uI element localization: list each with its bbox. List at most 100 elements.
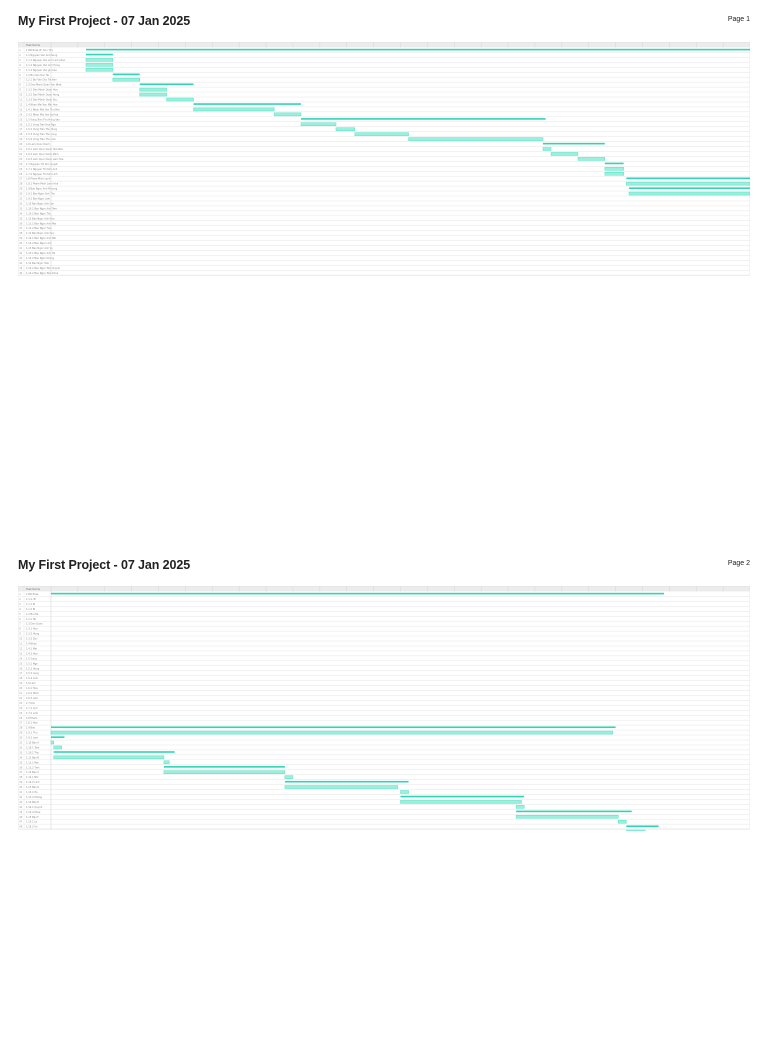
task-name: 1.15.1 Le (26, 821, 38, 824)
summary-bar (163, 766, 285, 768)
row-id: 19 (19, 138, 23, 141)
row-id: 19 (19, 682, 23, 685)
task-name: 1.3.2 Dao Manh Quan Hung (26, 94, 60, 97)
task-name: 1.7.1 Anh (26, 707, 38, 710)
task-bar (515, 805, 525, 809)
row-id: 22 (19, 697, 23, 700)
task-name: 1.11 Bao B (26, 756, 39, 759)
row-id: 16 (19, 123, 23, 126)
row-id: 13 (19, 108, 23, 111)
row-id: 21 (19, 692, 23, 695)
row-id: 7 (19, 623, 21, 626)
row-id: 18 (19, 677, 23, 680)
task-name: 1.4.2 Nhan Mai Van Le Hoa (26, 113, 59, 116)
task-name: 1.1.1 Bi (26, 603, 35, 606)
row-id: 38 (19, 776, 23, 779)
row-id: 35 (19, 761, 23, 764)
row-id: 4 (19, 64, 21, 67)
summary-bar (626, 825, 659, 828)
row-id: 1 (19, 49, 21, 52)
task-name: 1.6 Lam (26, 682, 36, 685)
task-name: 1.10 Bao A (26, 742, 39, 745)
task-name: 1.5.2 Vung Tran Thu Hung (26, 128, 58, 131)
row-id: 43 (19, 257, 23, 260)
row-id: 1 (19, 593, 21, 596)
summary-bar (629, 187, 750, 189)
task-name: 1.5.4 Vung Tran Thu Linh (26, 138, 56, 141)
task-bar (335, 127, 356, 131)
row-id: 47 (19, 821, 23, 824)
task-bar (515, 815, 619, 819)
row-id: 26 (19, 173, 23, 176)
task-name: 1.3.3 Duc (26, 638, 38, 641)
timeline-header (18, 586, 750, 592)
row-id: 9 (19, 633, 21, 636)
task-bar (163, 770, 286, 774)
summary-bar (85, 53, 113, 56)
task-name: 1.12 Bao C (26, 771, 39, 774)
task-bar (53, 745, 63, 750)
summary-bar (516, 810, 632, 813)
row-id: 14 (19, 657, 23, 660)
task-name: 1.8 Pham Minh Lanh (26, 178, 51, 181)
task-bar (400, 800, 522, 804)
row-id: 11 (19, 99, 23, 102)
task-name: 1.14.2 Khoa (26, 811, 41, 814)
row-id: 35 (19, 217, 23, 220)
row-id: 41 (19, 791, 23, 794)
row-id: 15 (19, 118, 23, 121)
task-name: 1.1.2 Bi (26, 608, 35, 611)
row-id: 46 (19, 272, 23, 275)
task-bar (618, 819, 627, 824)
summary-bar (193, 103, 302, 105)
row-id: 26 (19, 717, 23, 720)
row-id: 10 (19, 94, 23, 97)
summary-bar (284, 780, 409, 783)
task-name: 1 Bill Rose (26, 593, 39, 596)
row-id: 14 (19, 113, 23, 116)
task-name: 1.9.1 Thu (26, 732, 38, 735)
summary-bar (53, 751, 175, 753)
row-id: 45 (19, 267, 23, 270)
task-bar (166, 97, 194, 102)
task-name: 1.5 Vung (26, 657, 37, 660)
task-bar (550, 152, 579, 156)
task-name: 1.9.1 Bao Ngoc Anh Thu (26, 193, 55, 196)
row-id: 37 (19, 227, 23, 230)
task-name: 1.9 Bao (26, 727, 36, 730)
task-name: 1.15.2 Vu (26, 826, 38, 829)
row-id: 31 (19, 742, 23, 745)
task-name: 1.7 Kim (26, 702, 36, 705)
task-name: 1.1.3 Nguyen Van gia bao (26, 69, 57, 72)
task-name: 1.11 Bao Ngoc Anh Hoa (26, 217, 55, 220)
task-name: 1.13.1 Bao Ngoc Anh Ha (26, 252, 56, 255)
row-id: 33 (19, 751, 23, 754)
task-name: 1.7.2 Nguyen Thi Kim Linh (26, 173, 58, 176)
row-id: 9 (19, 89, 21, 92)
task-bar (577, 157, 606, 161)
row-id: 37 (19, 771, 23, 774)
task-name: 1.7.2 Linh (26, 712, 38, 715)
row-id: 48 (19, 826, 23, 829)
row-id: 34 (19, 756, 23, 759)
page-2: My First Project - 07 Jan 2025 Page 2 Ta… (0, 544, 768, 1056)
task-name: 1.12.2 Bao Ngoc Linh (26, 242, 52, 245)
row-id: 3 (19, 59, 21, 62)
task-bar (53, 755, 165, 760)
task-name: 1.11.2 Bao Ngoc Tien (26, 227, 52, 230)
row-id: 4 (19, 608, 21, 611)
table-border (18, 42, 750, 276)
row-id: 8 (19, 84, 21, 87)
row-id: 33 (19, 207, 23, 210)
row-id: 6 (19, 618, 21, 621)
task-name: 1.6.2 Lam Quoc Danh Minh (26, 153, 59, 156)
task-name: 1.5.1 Vung Tran Hoa Nga (26, 123, 56, 126)
row-id: 39 (19, 237, 23, 240)
row-id: 32 (19, 746, 23, 749)
row-id: 28 (19, 183, 23, 186)
summary-bar (604, 162, 624, 165)
row-id: 24 (19, 163, 23, 166)
task-bar (604, 167, 624, 171)
task-name: 1.4 Nhan (26, 643, 37, 646)
task-name: 1.11.2 Tien (26, 766, 40, 769)
